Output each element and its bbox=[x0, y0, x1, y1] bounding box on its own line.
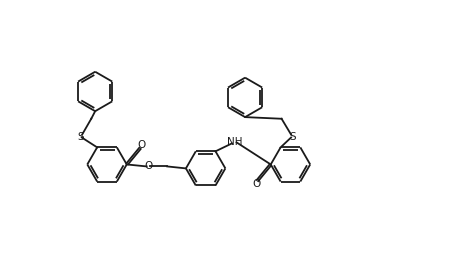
Text: O: O bbox=[144, 161, 152, 171]
Text: O: O bbox=[253, 179, 261, 189]
Text: NH: NH bbox=[226, 137, 242, 147]
Text: O: O bbox=[137, 140, 146, 150]
Text: S: S bbox=[289, 132, 296, 141]
Text: S: S bbox=[77, 132, 84, 141]
